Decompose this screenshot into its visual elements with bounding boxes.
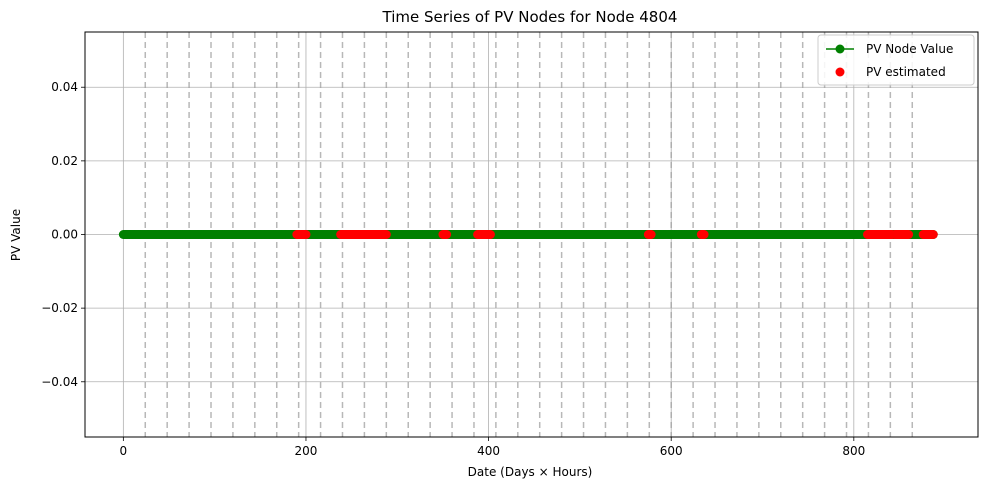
y-tick-label: 0.02 xyxy=(51,154,78,168)
legend-label-pv-estimated: PV estimated xyxy=(866,65,946,79)
x-axis-label: Date (Days × Hours) xyxy=(468,465,593,479)
y-tick-label: 0.04 xyxy=(51,80,78,94)
legend-box xyxy=(817,34,975,86)
legend: PV Node Value PV estimated xyxy=(817,34,975,86)
x-tick-label: 600 xyxy=(660,444,683,458)
legend-label-pv-node-value: PV Node Value xyxy=(866,42,953,56)
point-pv-estimated xyxy=(646,230,656,239)
chart-title: Time Series of PV Nodes for Node 4804 xyxy=(382,8,678,26)
x-tick-label: 0 xyxy=(120,444,128,458)
point-pv-estimated xyxy=(485,230,495,239)
x-tick-label: 400 xyxy=(477,444,500,458)
x-tick-label: 800 xyxy=(842,444,865,458)
point-pv-estimated xyxy=(928,230,938,239)
y-tick-label: −0.02 xyxy=(41,301,78,315)
legend-marker-pv-estimated xyxy=(835,67,845,77)
legend-marker-pv-node-value xyxy=(835,44,845,54)
point-pv-estimated xyxy=(442,230,452,239)
y-tick-label: −0.04 xyxy=(41,375,78,389)
point-pv-estimated xyxy=(904,230,914,239)
point-pv-estimated xyxy=(699,230,709,239)
ticks: 0 200 400 600 800 −0.04 −0.02 0.00 0.02 0.04 xyxy=(41,80,865,458)
y-axis-label: PV Value xyxy=(9,209,23,261)
series-layer xyxy=(118,230,938,239)
plot-area xyxy=(84,31,979,438)
x-tick-label: 200 xyxy=(295,444,318,458)
point-pv-estimated xyxy=(381,230,391,239)
point-pv-estimated xyxy=(301,230,311,239)
y-tick-label: 0.00 xyxy=(51,228,78,242)
